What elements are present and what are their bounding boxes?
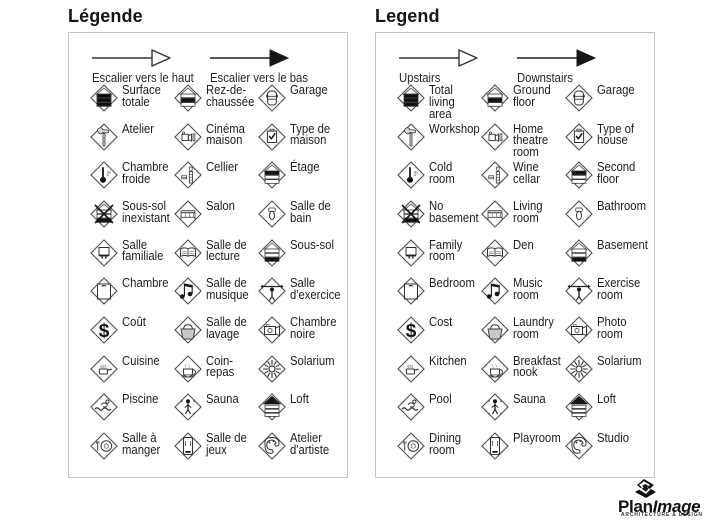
svg-text:$: $ xyxy=(406,321,417,342)
svg-text:2°: 2° xyxy=(414,172,419,178)
svg-text:$: $ xyxy=(99,321,110,342)
svg-text:2°: 2° xyxy=(107,172,112,178)
